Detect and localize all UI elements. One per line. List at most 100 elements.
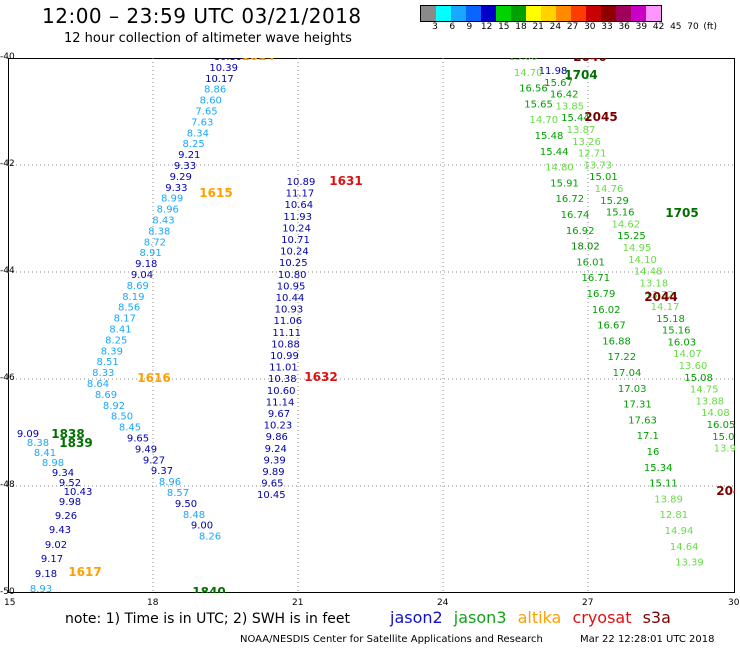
wave-height-value: 8.69 (127, 281, 149, 292)
satellite-legend: jason2 jason3 altika cryosat s3a (390, 608, 677, 627)
wave-height-value: 14.17 (651, 302, 680, 313)
x-tick-label: 30 (728, 598, 740, 608)
wave-height-value: 9.26 (55, 511, 77, 522)
wave-height-value: 14.64 (670, 542, 699, 553)
wave-height-value: 12.71 (578, 149, 607, 160)
wave-height-value: 9.43 (49, 525, 71, 536)
pass-time-label: 1632 (304, 370, 337, 384)
wave-height-value: 14.70 (514, 68, 543, 79)
y-tick-label: -46 (0, 373, 15, 383)
wave-height-value: 9.67 (268, 409, 290, 420)
wave-height-value: 16.42 (550, 90, 579, 101)
scale-swatch (586, 6, 601, 21)
wave-height-value: 14.95 (623, 243, 652, 254)
wave-height-value: 9.17 (41, 554, 63, 565)
wave-height-value: 13.88 (695, 396, 724, 407)
wave-height-value: 15.09 (712, 432, 735, 443)
wave-height-value: 13.89 (654, 494, 683, 505)
scale-label: 3 (432, 22, 438, 32)
wave-height-value: 17.63 (628, 415, 657, 426)
scale-swatch (496, 6, 511, 21)
scale-label: 45 (670, 22, 682, 32)
wave-height-value: 14.10 (628, 255, 657, 266)
wave-height-value: 16.56 (519, 84, 548, 95)
wave-height-value: 8.43 (152, 216, 174, 227)
wave-height-value: 10.99 (270, 351, 299, 362)
wave-height-color-scale (420, 5, 662, 22)
scale-label: 12 (480, 22, 493, 32)
scale-label: 9 (466, 22, 473, 32)
wave-height-value: 11.14 (266, 397, 295, 408)
wave-height-value: 15.16 (662, 326, 691, 337)
wave-height-value: 7.63 (191, 117, 213, 128)
wave-height-value: 16.05 (707, 420, 735, 431)
wave-height-value: 8.48 (183, 510, 205, 521)
wave-height-value: 15.29 (600, 196, 629, 207)
wave-height-value: 9.09 (17, 429, 39, 440)
pass-time-label: 1838 (51, 427, 84, 441)
wave-height-value: 8.38 (148, 226, 170, 237)
wave-height-value: 13.60 (679, 361, 708, 372)
wave-height-value: 10.39 (209, 63, 238, 74)
wave-height-value: 15.34 (644, 463, 673, 474)
wave-height-value: 15.44 (540, 147, 569, 158)
wave-height-value: 8.57 (167, 488, 189, 499)
wave-height-value: 8.86 (204, 85, 226, 96)
legend-jason3: jason3 (453, 608, 507, 627)
wave-height-value: 10.17 (205, 74, 234, 85)
wave-height-value: 9.98 (59, 497, 81, 508)
wave-height-value: 16.01 (576, 257, 605, 268)
wave-height-value: 11.06 (273, 316, 302, 327)
units-note: note: 1) Time is in UTC; 2) SWH is in fe… (65, 611, 351, 627)
wave-height-value: 8.98 (42, 458, 64, 469)
wave-height-value: 15.65 (524, 99, 553, 110)
wave-height-value: 8.41 (34, 448, 56, 459)
wave-height-value: 8.41 (109, 325, 131, 336)
y-tick-label: -42 (0, 159, 15, 169)
wave-height-value: 9.50 (175, 499, 197, 510)
scale-swatch (616, 6, 631, 21)
scale-swatch (481, 6, 496, 21)
wave-height-value: 14.94 (665, 526, 694, 537)
wave-height-value: 9.52 (59, 478, 81, 489)
wave-height-value: 16.02 (592, 305, 621, 316)
wave-height-value: 8.64 (87, 379, 109, 390)
wave-height-value: 15.11 (649, 479, 678, 490)
wave-height-value: 17.1 (637, 431, 659, 442)
wave-height-value: 10.45 (257, 490, 286, 501)
wave-height-value: 8.96 (159, 477, 181, 488)
wave-height-value: 16 (647, 447, 660, 458)
wave-height-value: 10.71 (281, 235, 310, 246)
wave-height-value: 15.25 (617, 231, 646, 242)
wave-height-value: 14.75 (690, 385, 719, 396)
wave-height-value: 11.01 (269, 363, 298, 374)
legend-jason2: jason2 (390, 608, 443, 627)
wave-height-map: 10.3910.3910.178.868.607.657.638.348.259… (8, 58, 735, 593)
wave-height-value: 10.88 (271, 339, 300, 350)
wave-height-value: 9.65 (127, 434, 149, 445)
scale-swatch (646, 6, 661, 21)
wave-height-value: 17.22 (607, 352, 636, 363)
scale-swatch (526, 6, 541, 21)
scale-label: 70 (687, 22, 699, 32)
wave-height-value: 14.80 (545, 163, 574, 174)
wave-height-value: 8.33 (92, 368, 114, 379)
x-tick-label: 15 (4, 598, 16, 608)
wave-height-value: 13.85 (555, 101, 584, 112)
wave-height-value: 8.45 (119, 423, 141, 434)
wave-height-value: 8.91 (139, 248, 161, 259)
map-frame (8, 58, 735, 593)
wave-height-value: 16.79 (587, 289, 616, 300)
scale-swatch (541, 6, 556, 21)
wave-height-value: 9.39 (263, 455, 285, 466)
wave-height-value: 16.03 (667, 337, 696, 348)
wave-height-value: 13.06 (509, 58, 538, 63)
wave-height-value: 15.01 (589, 172, 618, 183)
wave-height-value: 14.08 (701, 408, 730, 419)
wave-height-value: 8.56 (118, 303, 140, 314)
wave-height-value: 8.69 (95, 390, 117, 401)
scale-swatch (436, 6, 451, 21)
wave-height-value: 9.02 (45, 540, 67, 551)
scale-label: 15 (498, 22, 510, 32)
wave-height-value: 15.18 (656, 314, 685, 325)
